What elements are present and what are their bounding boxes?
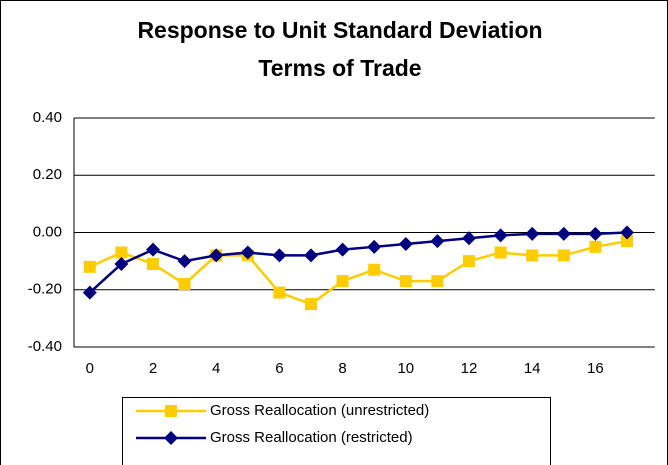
marker xyxy=(368,263,381,276)
marker xyxy=(588,226,603,241)
x-tick-label: 2 xyxy=(149,360,157,377)
marker xyxy=(399,275,412,288)
marker xyxy=(240,245,255,260)
marker xyxy=(557,249,570,262)
marker xyxy=(526,249,539,262)
y-tick-label: 0.00 xyxy=(33,223,62,240)
marker xyxy=(165,405,177,417)
x-tick-label: 10 xyxy=(397,360,414,377)
marker xyxy=(556,226,571,241)
legend-box xyxy=(122,397,551,465)
y-tick-label: 0.40 xyxy=(33,109,62,126)
legend-label: Gross Reallocation (unrestricted) xyxy=(210,402,429,419)
marker xyxy=(114,256,129,271)
marker xyxy=(525,226,540,241)
marker xyxy=(83,260,96,273)
marker xyxy=(430,234,445,249)
marker xyxy=(589,240,602,253)
x-tick-label: 14 xyxy=(524,360,541,377)
marker xyxy=(272,248,287,263)
chart-subtitle: Terms of Trade xyxy=(258,55,421,81)
x-tick-label: 16 xyxy=(587,360,604,377)
marker xyxy=(115,246,128,259)
marker xyxy=(462,231,476,246)
marker xyxy=(177,254,192,269)
x-tick-label: 0 xyxy=(86,360,94,377)
x-tick-label: 6 xyxy=(275,360,283,377)
marker xyxy=(620,225,634,240)
marker xyxy=(164,431,178,445)
y-tick-label: -0.40 xyxy=(28,338,62,355)
y-tick-label: 0.20 xyxy=(33,166,62,183)
marker xyxy=(431,275,444,288)
marker xyxy=(305,298,317,311)
marker xyxy=(398,236,413,251)
marker xyxy=(209,248,224,263)
y-tick-label: -0.20 xyxy=(28,281,62,298)
x-tick-label: 8 xyxy=(338,360,346,377)
marker xyxy=(335,242,350,257)
marker xyxy=(493,228,508,243)
marker xyxy=(273,286,286,299)
marker xyxy=(304,248,318,263)
marker xyxy=(367,239,382,254)
marker xyxy=(621,235,633,248)
marker xyxy=(82,285,97,300)
legend-label: Gross Reallocation (restricted) xyxy=(210,429,413,446)
x-tick-label: 12 xyxy=(461,360,478,377)
marker xyxy=(178,278,191,291)
marker xyxy=(494,246,507,259)
chart-title: Response to Unit Standard Deviation xyxy=(137,17,542,43)
x-tick-label: 4 xyxy=(212,360,220,377)
marker xyxy=(147,257,159,270)
marker xyxy=(463,255,475,268)
marker xyxy=(336,275,349,288)
marker xyxy=(146,242,160,257)
